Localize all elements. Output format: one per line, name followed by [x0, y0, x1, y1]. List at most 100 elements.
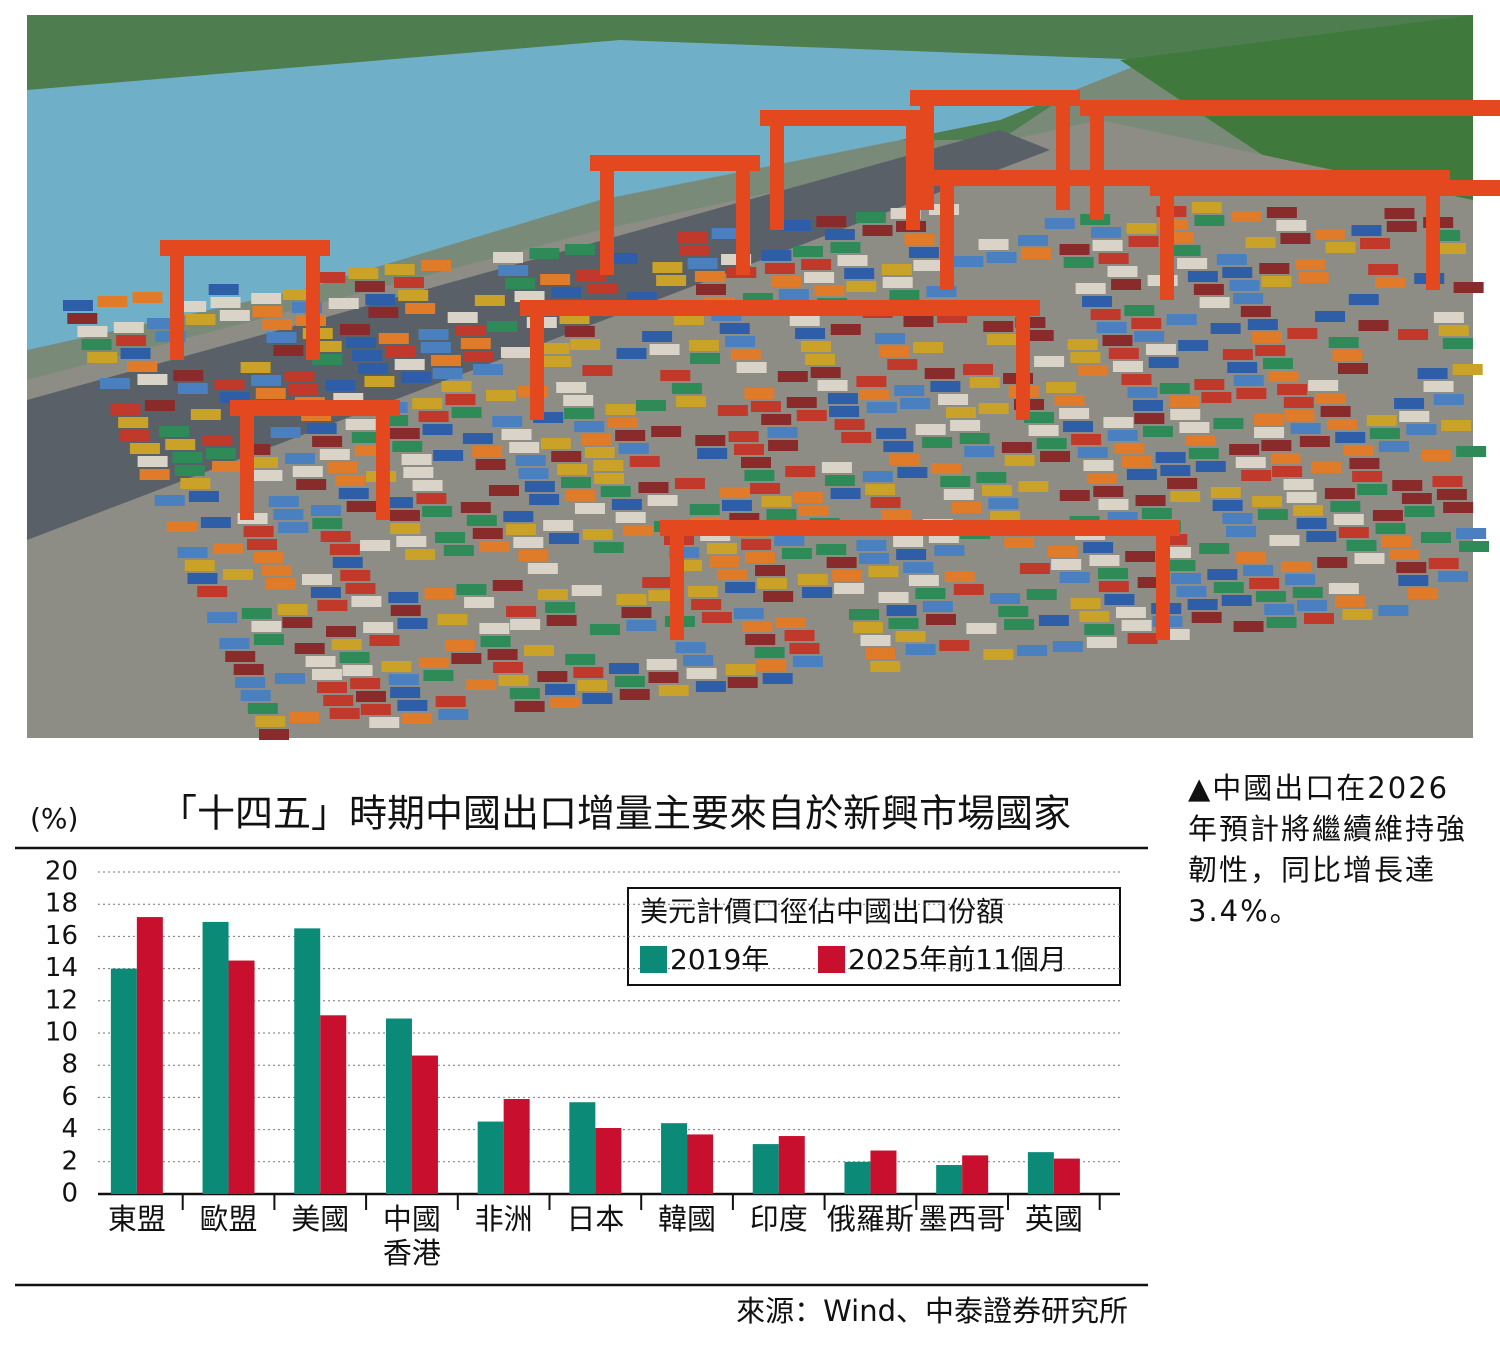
crane-leg — [376, 400, 390, 520]
container — [1063, 421, 1094, 432]
container — [424, 588, 455, 599]
container — [1086, 637, 1117, 648]
container — [351, 596, 382, 607]
container — [541, 356, 572, 367]
container — [686, 668, 717, 679]
container — [277, 604, 308, 615]
container — [1125, 551, 1156, 562]
container — [384, 264, 415, 275]
container — [1044, 218, 1075, 229]
container — [1128, 236, 1159, 247]
container — [756, 578, 787, 589]
container — [1417, 368, 1448, 379]
container — [1435, 243, 1466, 254]
container — [472, 446, 503, 457]
container — [768, 440, 799, 451]
container — [969, 377, 1000, 388]
container — [1216, 254, 1247, 265]
container — [865, 484, 896, 495]
bar — [844, 1161, 871, 1194]
container — [418, 411, 449, 422]
container — [418, 657, 449, 668]
container — [866, 402, 897, 413]
container — [890, 208, 921, 219]
container — [673, 314, 704, 325]
container — [781, 220, 812, 231]
container — [173, 370, 204, 381]
container — [816, 216, 847, 227]
container — [908, 247, 939, 258]
container — [1210, 323, 1241, 334]
x-tick-label: 非洲 — [474, 1202, 533, 1236]
container — [365, 294, 396, 305]
container — [1280, 233, 1311, 244]
container — [1191, 612, 1222, 623]
container — [405, 303, 436, 314]
container — [687, 586, 718, 597]
x-tick-label: 東盟 — [107, 1202, 166, 1236]
container — [730, 349, 761, 360]
container — [430, 355, 461, 366]
container — [258, 729, 289, 740]
container — [1213, 582, 1244, 593]
container — [165, 439, 196, 450]
container — [212, 461, 243, 472]
x-tick-label: 中國 香港 — [382, 1202, 441, 1270]
container — [1338, 527, 1369, 538]
container — [1398, 329, 1429, 340]
container — [565, 490, 596, 501]
bar — [294, 928, 321, 1194]
container — [1315, 393, 1346, 404]
container — [351, 350, 382, 361]
container — [1306, 531, 1337, 542]
container — [646, 659, 677, 670]
container — [77, 326, 108, 337]
container — [1285, 574, 1316, 585]
crane-beam — [590, 155, 760, 171]
container — [711, 228, 742, 239]
container — [1097, 568, 1128, 579]
container — [110, 404, 141, 415]
container — [619, 689, 650, 700]
container — [1079, 611, 1110, 622]
container — [582, 529, 613, 540]
container — [1132, 400, 1163, 411]
container — [983, 321, 1014, 332]
container — [385, 346, 416, 357]
container — [563, 395, 594, 406]
container — [212, 543, 243, 554]
container — [1212, 500, 1243, 511]
container — [860, 635, 891, 646]
container — [255, 716, 286, 727]
container — [690, 353, 721, 364]
container — [761, 496, 792, 507]
y-tick-label: 2 — [61, 1146, 78, 1176]
container — [895, 631, 926, 642]
container — [798, 505, 829, 516]
crane-leg — [1016, 300, 1030, 420]
container — [778, 289, 809, 300]
container — [1394, 398, 1425, 409]
container — [247, 457, 278, 468]
container — [1261, 440, 1292, 451]
bar — [752, 1144, 779, 1194]
container — [1372, 510, 1403, 521]
container — [1210, 487, 1241, 498]
container — [390, 605, 421, 616]
container — [1126, 469, 1157, 480]
container — [1430, 230, 1461, 241]
container — [500, 347, 531, 358]
container — [378, 415, 409, 426]
container — [447, 312, 478, 323]
bar — [595, 1127, 622, 1194]
container — [1108, 348, 1139, 359]
container — [251, 621, 282, 632]
container — [964, 446, 995, 457]
container — [581, 434, 612, 445]
container — [338, 488, 369, 499]
container — [540, 274, 571, 285]
container — [792, 246, 823, 257]
container — [262, 319, 293, 330]
bar — [1053, 1158, 1080, 1194]
container — [870, 661, 901, 672]
